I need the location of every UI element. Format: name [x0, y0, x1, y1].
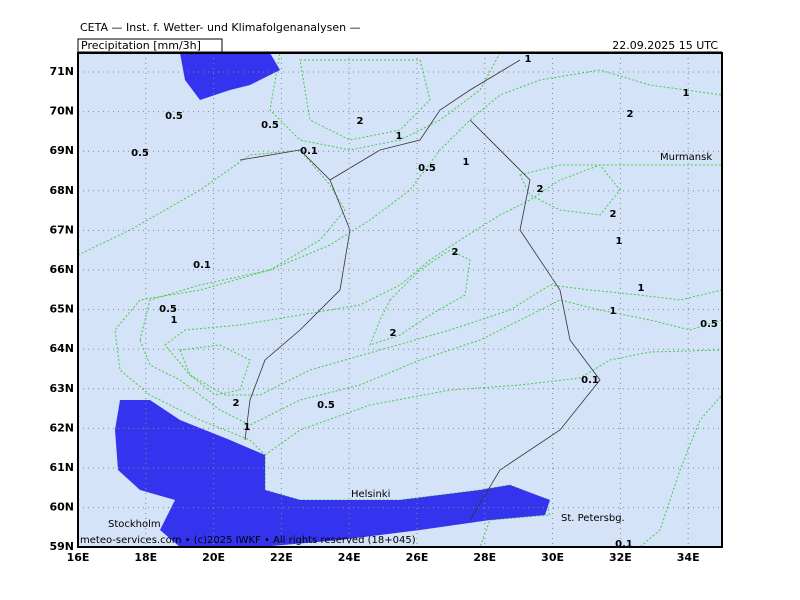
contour-label: 0.5 [700, 319, 718, 330]
lat-label: 67N [49, 223, 74, 236]
borders [239, 59, 601, 521]
place-label: Stockholm [108, 519, 161, 530]
lon-label: 20E [202, 551, 225, 564]
contour-label: 1 [396, 131, 403, 142]
lon-label: 34E [677, 551, 700, 564]
precip-1 [164, 164, 722, 396]
lon-label: 26E [406, 551, 429, 564]
contour-label: 1 [683, 88, 690, 99]
lon-label: 30E [541, 551, 564, 564]
contour-label: 0.5 [131, 148, 149, 159]
contour-label: 2 [390, 328, 397, 339]
lat-label: 61N [49, 461, 74, 474]
lat-label: 64N [49, 342, 74, 355]
dry-area [78, 149, 346, 547]
lat-label: 70N [49, 105, 74, 118]
contour-label: 0.1 [581, 375, 599, 386]
lon-label: 22E [270, 551, 293, 564]
lat-label: 59N [49, 540, 74, 553]
map-area [78, 53, 722, 547]
lon-label: 16E [67, 551, 90, 564]
precip-0.5 [139, 69, 722, 426]
contour-label: 0.5 [165, 111, 183, 122]
contour-label: 1 [463, 157, 470, 168]
header-title: CETA — Inst. f. Wetter- und Klimafolgena… [80, 21, 361, 34]
place-label: St. Petersbg. [561, 513, 625, 524]
lat-label: 62N [49, 421, 74, 434]
contour-label: 1 [610, 306, 617, 317]
contour-label: 2 [537, 184, 544, 195]
precip-2 [179, 344, 251, 396]
lat-label: 60N [49, 501, 74, 514]
contour-label: 2 [233, 398, 240, 409]
contour-label: 0.5 [418, 163, 436, 174]
lon-label: 18E [134, 551, 157, 564]
contour-label: 1 [525, 54, 532, 65]
contour-label: 0.5 [261, 120, 279, 131]
contour-label: 0.1 [300, 146, 318, 157]
map-frame [77, 52, 723, 548]
place-label: Murmansk [660, 152, 712, 163]
lat-label: 65N [49, 303, 74, 316]
contour-label: 2 [610, 209, 617, 220]
lat-label: 69N [49, 144, 74, 157]
lat-label: 68N [49, 184, 74, 197]
lon-label: 32E [609, 551, 632, 564]
place-label: Helsinki [351, 489, 390, 500]
precip-2 [519, 164, 621, 216]
contour-label: 2 [627, 109, 634, 120]
contour-label: 0.1 [193, 260, 211, 271]
valid-time: 22.09.2025 15 UTC [612, 39, 718, 52]
lat-label: 66N [49, 263, 74, 276]
contour-label: 0.1 [615, 539, 633, 550]
field-label: Precipitation [mm/3h] [81, 39, 201, 52]
precip-2 [369, 249, 471, 346]
sea-mask [115, 400, 550, 547]
lat-label: 71N [49, 65, 74, 78]
lon-label: 28E [473, 551, 496, 564]
contour-label: 1 [638, 283, 645, 294]
contour-label: 1 [616, 236, 623, 247]
contour-label: 1 [244, 422, 251, 433]
contour-label: 2 [357, 116, 364, 127]
contour-label: 2 [452, 247, 459, 258]
precip-1 [299, 59, 431, 141]
contour-label: 0.5 [159, 304, 177, 315]
contour-label: 0.5 [317, 400, 335, 411]
precip-0.5 [269, 53, 501, 151]
lon-label: 24E [338, 551, 361, 564]
lat-label: 63N [49, 382, 74, 395]
contour-label: 1 [171, 315, 178, 326]
footer: meteo-services.com • (c)2025 IWKF • All … [80, 535, 416, 546]
sea-mask [180, 53, 280, 100]
